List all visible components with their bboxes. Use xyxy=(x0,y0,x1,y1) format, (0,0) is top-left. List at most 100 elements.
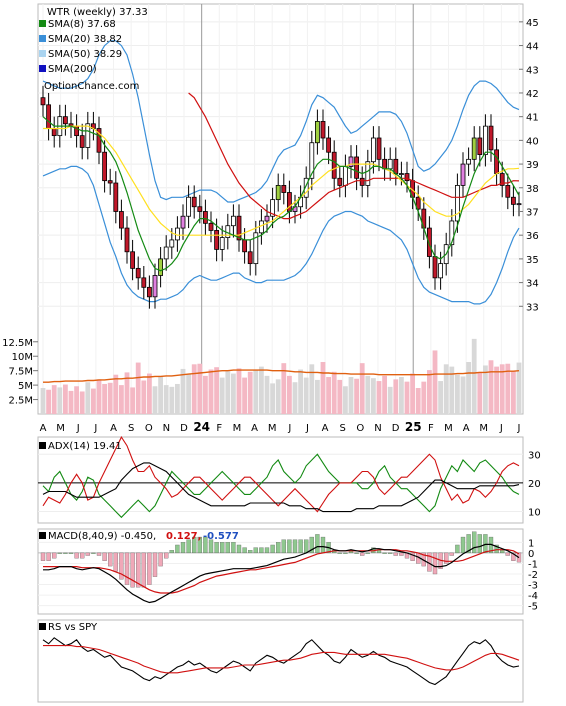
volume-bar xyxy=(298,369,303,414)
x-tick-label: O xyxy=(356,423,364,434)
volume-tick-label: 7.5M xyxy=(8,367,33,378)
volume-bar xyxy=(40,388,46,414)
macd-histogram-bar xyxy=(63,552,68,554)
candle-body xyxy=(303,177,309,198)
macd-histogram-bar xyxy=(343,552,348,554)
price-tick-label: 44 xyxy=(526,42,539,53)
candle-body xyxy=(466,158,472,165)
x-tick-label: S xyxy=(128,423,134,434)
macd-histogram-bar xyxy=(304,539,309,554)
volume-bar xyxy=(427,370,432,414)
macd-histogram-bar xyxy=(231,542,236,554)
price-tick-label: 38 xyxy=(526,184,539,195)
macd-histogram-bar xyxy=(292,539,298,554)
macd-histogram-bar xyxy=(253,547,258,554)
macd-panel: -5-4-3-2-101 MACD(8,40,9) -0.450, 0.127,… xyxy=(37,528,538,615)
candle-body xyxy=(365,161,371,186)
candle-body xyxy=(130,251,136,269)
volume-bar xyxy=(247,371,253,414)
adx-label: ADX(14) 19.41 xyxy=(48,441,122,452)
volume-bar xyxy=(214,367,219,414)
candle-body xyxy=(354,156,360,179)
rs-swatch xyxy=(39,623,46,630)
x-tick-label: A xyxy=(251,423,258,434)
candle-body xyxy=(376,137,382,160)
candle-body xyxy=(337,177,343,186)
volume-bar xyxy=(354,378,359,414)
macd-histogram-bar xyxy=(197,536,202,554)
candle-body xyxy=(415,196,421,210)
volume-bar xyxy=(410,373,415,414)
x-tick-label: F xyxy=(216,423,222,434)
candle-body xyxy=(449,220,455,246)
volume-bar xyxy=(281,363,287,414)
candle-body xyxy=(135,267,141,279)
volume-bar xyxy=(331,371,337,414)
price-tick-label: 33 xyxy=(526,302,539,313)
volume-bar xyxy=(421,381,427,414)
volume-bar xyxy=(292,382,298,414)
candle-body xyxy=(202,211,208,224)
candle-body xyxy=(342,166,348,186)
volume-bar xyxy=(180,368,186,414)
volume-bar xyxy=(343,386,348,414)
adx-series-line xyxy=(42,453,520,519)
volume-bar xyxy=(68,390,74,414)
macd-histogram-bar xyxy=(158,552,163,567)
legend-sma200: SMA(200) xyxy=(48,64,97,75)
macd-histogram-bar xyxy=(147,552,152,585)
candle-body xyxy=(40,97,46,106)
macd-histogram-bar xyxy=(108,552,113,567)
macd-value-2: -0.577 xyxy=(203,531,239,542)
macd-histogram-bar xyxy=(85,552,90,556)
macd-histogram-bar xyxy=(91,552,96,554)
candle-body xyxy=(510,196,516,205)
macd-tick-label: -5 xyxy=(528,602,538,613)
volume-bar xyxy=(371,378,376,414)
watermark: OptionChance.com xyxy=(44,81,139,92)
upper-band-line xyxy=(42,40,520,203)
volume-bar xyxy=(91,388,96,414)
volume-bar xyxy=(141,380,147,414)
candle-body xyxy=(180,215,186,229)
price-tick-label: 42 xyxy=(526,89,539,100)
macd-tick-label: 1 xyxy=(528,538,534,549)
volume-bar xyxy=(203,375,208,414)
volume-bar xyxy=(337,379,343,414)
candle-body xyxy=(309,142,315,179)
macd-histogram-bar xyxy=(248,550,253,554)
volume-bar xyxy=(432,350,438,414)
legend-swatch-sma20 xyxy=(39,35,46,42)
macd-histogram-bar xyxy=(152,552,158,577)
macd-histogram-bar xyxy=(164,552,169,559)
volume-bar xyxy=(449,366,455,414)
candle-body xyxy=(247,251,253,265)
sma50-line xyxy=(188,92,520,220)
macd-histogram-bar xyxy=(309,536,314,554)
x-tick-label: J xyxy=(287,423,291,434)
candle-body xyxy=(488,125,494,151)
rs-series-line xyxy=(42,637,520,686)
rs-label: RS vs SPY xyxy=(48,622,98,633)
macd-histogram-bar xyxy=(432,552,438,575)
volume-tick-label: 2.5M xyxy=(8,396,33,407)
volume-bar xyxy=(225,371,231,414)
macd-histogram-bar xyxy=(276,542,281,554)
volume-bar xyxy=(208,369,214,414)
x-tick-label: A xyxy=(322,423,329,434)
candle-body xyxy=(370,137,376,163)
volume-average-line xyxy=(43,369,520,383)
volume-bar xyxy=(85,382,91,414)
macd-histogram-bar xyxy=(376,550,382,554)
volume-bar xyxy=(275,379,281,414)
candle-body xyxy=(438,263,444,279)
volume-bar xyxy=(376,381,382,414)
candle-body xyxy=(113,182,119,212)
macd-histogram-bar xyxy=(337,552,342,554)
adx-swatch xyxy=(39,442,46,449)
macd-histogram-bar xyxy=(494,544,499,554)
macd-histogram-bar xyxy=(320,536,326,554)
macd-histogram-bar xyxy=(175,544,180,554)
volume-bar xyxy=(253,370,259,414)
price-tick-label: 34 xyxy=(526,279,539,290)
